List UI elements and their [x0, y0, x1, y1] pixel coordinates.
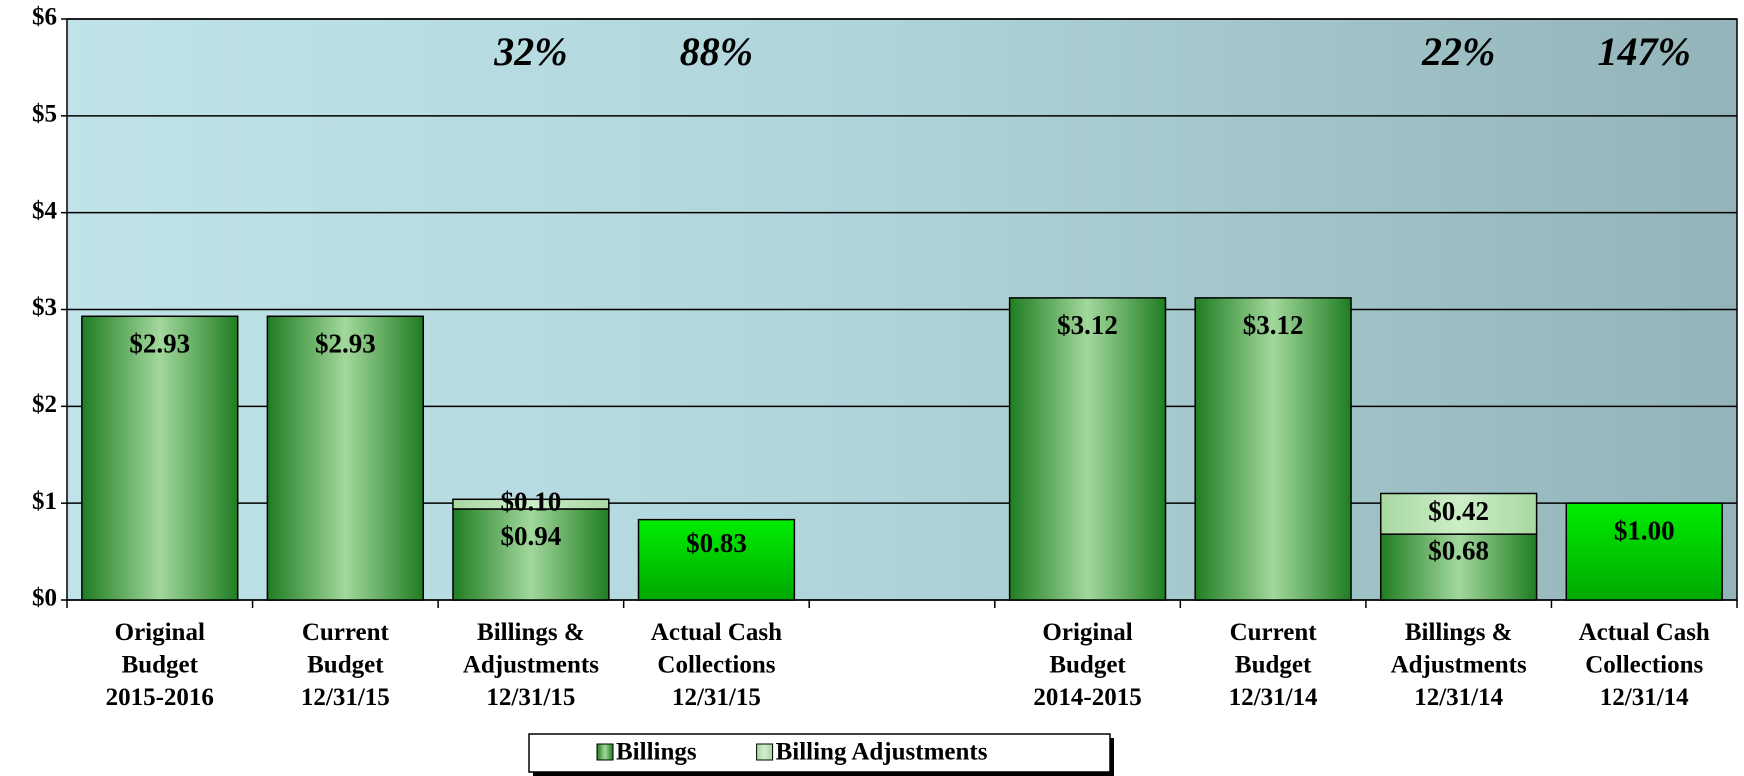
- legend-box: [528, 733, 1111, 773]
- x-tick-label: Original Budget 2014-2015: [1033, 619, 1141, 711]
- annotation: 88%: [680, 29, 753, 74]
- y-tick-label: $1: [32, 488, 57, 515]
- data-label: $0.83: [686, 528, 747, 558]
- x-tick-label: Billings & Adjustments 12/31/15: [463, 619, 599, 711]
- bar-segment: [1194, 297, 1352, 601]
- annotation: 22%: [1421, 29, 1495, 74]
- data-label: $0.10: [501, 486, 562, 516]
- x-tick-label: Original Budget 2015-2016: [106, 619, 214, 711]
- y-tick-label: $5: [32, 101, 57, 128]
- data-label: $0.68: [1428, 535, 1489, 565]
- annotation: 147%: [1598, 29, 1691, 74]
- bar-segment: [1565, 502, 1723, 601]
- x-tick-label: Actual Cash Collections 12/31/14: [1579, 619, 1710, 711]
- bar-segment: [1379, 533, 1538, 601]
- x-tick-label: Current Budget 12/31/15: [301, 619, 390, 711]
- legend-label: Billing Adjustments: [776, 739, 988, 766]
- annotation: 32%: [493, 29, 567, 74]
- y-tick-label: $4: [32, 197, 58, 224]
- x-tick-label: Billings & Adjustments 12/31/14: [1391, 619, 1527, 711]
- y-tick-label: $0: [32, 585, 57, 612]
- bar-segment: [637, 518, 796, 601]
- legend-label: Billings: [616, 739, 697, 766]
- bar-segment: [1379, 492, 1538, 535]
- bar-segment: [452, 498, 610, 510]
- data-label: $0.94: [501, 521, 562, 551]
- x-tick-label: Current Budget 12/31/14: [1229, 619, 1318, 711]
- data-label: $3.12: [1057, 310, 1118, 340]
- data-label: $2.93: [315, 328, 376, 358]
- y-tick-label: $2: [32, 391, 57, 418]
- y-tick-label: $6: [32, 4, 57, 31]
- data-label: $2.93: [129, 328, 190, 358]
- bar-segment: [266, 315, 425, 601]
- data-label: $0.42: [1428, 496, 1489, 526]
- bar-segment: [81, 315, 239, 601]
- data-label: $1.00: [1614, 515, 1675, 545]
- legend-swatch: [756, 743, 774, 761]
- data-label: $3.12: [1243, 310, 1304, 340]
- bar-segment: [1008, 297, 1167, 601]
- legend: Billings Billing Adjustments: [528, 733, 1114, 776]
- bar-segment: [452, 508, 610, 601]
- legend-swatch: [596, 743, 614, 761]
- x-tick-label: Actual Cash Collections 12/31/15: [651, 619, 782, 711]
- y-tick-label: $3: [32, 294, 57, 321]
